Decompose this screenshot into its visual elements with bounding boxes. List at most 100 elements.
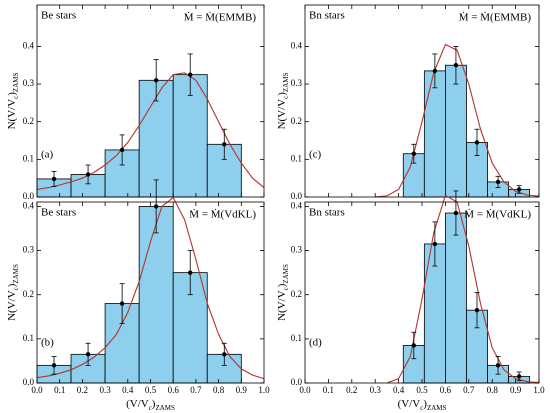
fit-curve xyxy=(36,196,265,380)
x-tick-label: 0.6 xyxy=(440,385,452,395)
bar xyxy=(423,70,446,198)
y-tick-label: 0.4 xyxy=(291,40,303,50)
x-tick-label: 0.4 xyxy=(122,385,134,395)
axis-label: N(V/Vc)ZAMS xyxy=(276,264,290,321)
x-tick-label: 0.5 xyxy=(416,385,428,395)
subscript: ZAMS xyxy=(155,404,175,412)
x-tick-label: 0.9 xyxy=(236,385,248,395)
bar xyxy=(444,212,467,384)
label-part: ) xyxy=(6,92,18,96)
y-tick-label: 0.2 xyxy=(23,116,34,126)
point xyxy=(411,343,417,348)
x-tick-label: 0.2 xyxy=(346,385,357,395)
label-part: N(V/V xyxy=(276,290,288,321)
y-tick-label: 0.3 xyxy=(291,245,303,255)
x-tick-label: 0.9 xyxy=(510,385,522,395)
x-tick-label: 0.8 xyxy=(213,385,225,395)
panel-label: (c) xyxy=(309,148,322,160)
annotation: Be stars xyxy=(41,10,76,22)
rate-label: Ṁ = Ṁ(EMMB) xyxy=(459,12,532,24)
point xyxy=(51,176,57,182)
bar xyxy=(444,64,467,198)
label-part: (V/V xyxy=(398,398,421,410)
point xyxy=(119,147,125,153)
y-tick-label: 0.2 xyxy=(291,289,302,299)
point xyxy=(222,142,227,147)
panel-label: (a) xyxy=(41,148,54,160)
point xyxy=(432,241,438,247)
point xyxy=(188,72,193,77)
point xyxy=(85,172,91,177)
point xyxy=(453,63,459,68)
axis-label: N(V/Vc)ZAMS xyxy=(276,72,290,129)
point xyxy=(474,140,480,145)
panel-label: (d) xyxy=(309,337,322,349)
x-tick-label: 1.0 xyxy=(533,385,545,395)
subscript: ZAMS xyxy=(282,264,290,284)
annotation: Be stars xyxy=(41,207,76,219)
x-tick-label: 0.7 xyxy=(463,385,475,395)
subscript: c xyxy=(12,96,20,99)
point xyxy=(495,363,501,368)
point xyxy=(516,187,522,192)
fit-curve xyxy=(375,43,540,198)
y-tick-label: 0.2 xyxy=(23,289,34,299)
x-tick-label: 0.6 xyxy=(168,385,180,395)
x-tick-label: 1.0 xyxy=(258,385,270,395)
label-part: (V/V xyxy=(126,398,149,410)
x-tick-label: 0.0 xyxy=(299,385,311,395)
y-tick-label: 0.4 xyxy=(23,40,35,50)
axis-label: N(V/Vc)ZAMS xyxy=(6,264,20,321)
y-tick-label: 0.1 xyxy=(291,333,302,343)
point xyxy=(516,374,522,379)
label-part: ) xyxy=(276,92,288,96)
subscript: c xyxy=(282,287,290,290)
point xyxy=(85,352,91,357)
label-part: ) xyxy=(423,398,427,410)
x-tick-label: 0.3 xyxy=(370,385,382,395)
point xyxy=(495,179,501,185)
x-tick-label: 0.3 xyxy=(99,385,111,395)
label-part: ) xyxy=(152,398,156,410)
bar xyxy=(138,206,174,384)
subscript: c xyxy=(149,404,152,412)
subscript: ZAMS xyxy=(12,72,20,92)
axis-label: N(V/Vc)ZAMS xyxy=(6,72,20,129)
y-tick-label: 0.3 xyxy=(23,78,35,88)
label-part: N(V/V xyxy=(6,290,18,321)
point xyxy=(222,352,227,357)
label-part: ) xyxy=(6,283,18,287)
subscript: ZAMS xyxy=(427,404,447,412)
rate-label: Ṁ = Ṁ(EMMB) xyxy=(184,12,257,24)
point xyxy=(119,301,125,306)
annotation: Bn stars xyxy=(309,10,345,22)
rate-label: Ṁ = Ṁ(VdKL) xyxy=(189,209,256,221)
axis-label: (V/Vc)ZAMS xyxy=(126,398,175,412)
point xyxy=(188,270,193,275)
x-tick-label: 0.7 xyxy=(190,385,202,395)
point xyxy=(153,204,159,209)
label-part: N(V/V xyxy=(6,99,18,130)
x-tick-label: 0.2 xyxy=(77,385,88,395)
subscript: c xyxy=(12,287,20,290)
y-tick-label: 0.3 xyxy=(23,245,35,255)
panel-label: (b) xyxy=(41,337,54,349)
x-tick-label: 0.5 xyxy=(145,385,157,395)
x-tick-label: 0.1 xyxy=(54,385,65,395)
point xyxy=(474,307,480,313)
annotation: Bn stars xyxy=(309,207,345,219)
label-part: ) xyxy=(276,283,288,287)
y-tick-label: 0.2 xyxy=(291,116,302,126)
y-tick-label: 0.4 xyxy=(23,200,35,210)
x-tick-label: 0.0 xyxy=(31,385,43,395)
x-tick-label: 0.1 xyxy=(323,385,334,395)
y-tick-label: 0.0 xyxy=(291,191,303,201)
y-tick-label: 0.1 xyxy=(291,153,302,163)
point xyxy=(51,363,57,368)
subscript: c xyxy=(282,96,290,99)
point xyxy=(453,210,459,216)
point xyxy=(153,78,159,83)
y-tick-label: 0.4 xyxy=(291,200,303,210)
subscript: c xyxy=(420,404,423,412)
axis-label: (V/Vc)ZAMS xyxy=(398,398,447,412)
